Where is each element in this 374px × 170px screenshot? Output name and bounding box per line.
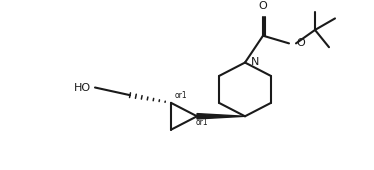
Text: O: O — [296, 38, 305, 48]
Text: HO: HO — [74, 82, 91, 92]
Polygon shape — [197, 114, 245, 119]
Text: or1: or1 — [196, 118, 209, 128]
Text: O: O — [259, 1, 267, 11]
Text: N: N — [251, 57, 260, 67]
Text: or1: or1 — [175, 91, 188, 100]
